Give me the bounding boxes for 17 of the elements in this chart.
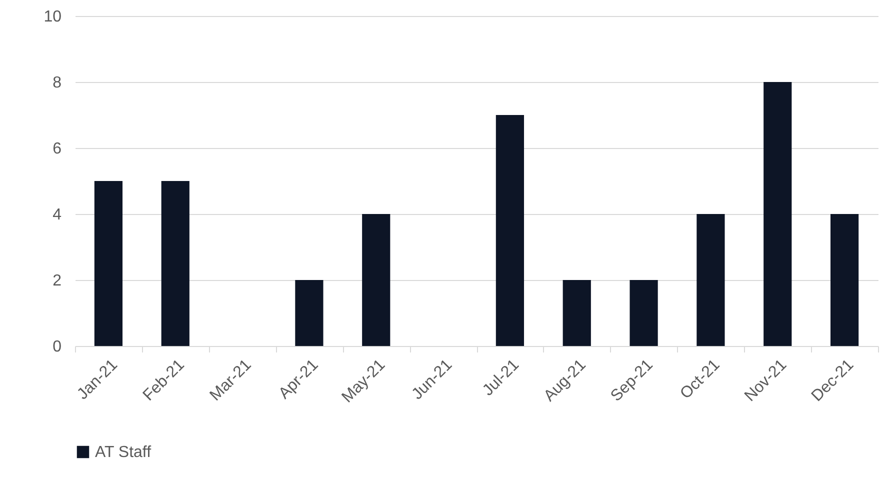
bar bbox=[830, 214, 859, 346]
bar bbox=[496, 115, 524, 346]
bar bbox=[295, 280, 324, 346]
bar bbox=[764, 82, 792, 346]
bar bbox=[562, 280, 591, 346]
y-tick-label: 0 bbox=[52, 338, 62, 356]
bar bbox=[630, 280, 658, 346]
bar bbox=[94, 181, 123, 346]
y-tick-label: 6 bbox=[52, 140, 62, 158]
bar bbox=[161, 181, 190, 346]
bar bbox=[362, 214, 390, 346]
y-tick-label: 2 bbox=[52, 272, 62, 290]
y-tick-label: 4 bbox=[52, 206, 62, 224]
y-tick-label: 10 bbox=[44, 8, 62, 26]
y-tick-label: 8 bbox=[52, 74, 62, 92]
bar bbox=[696, 214, 725, 346]
legend-label: AT Staff bbox=[95, 444, 152, 461]
